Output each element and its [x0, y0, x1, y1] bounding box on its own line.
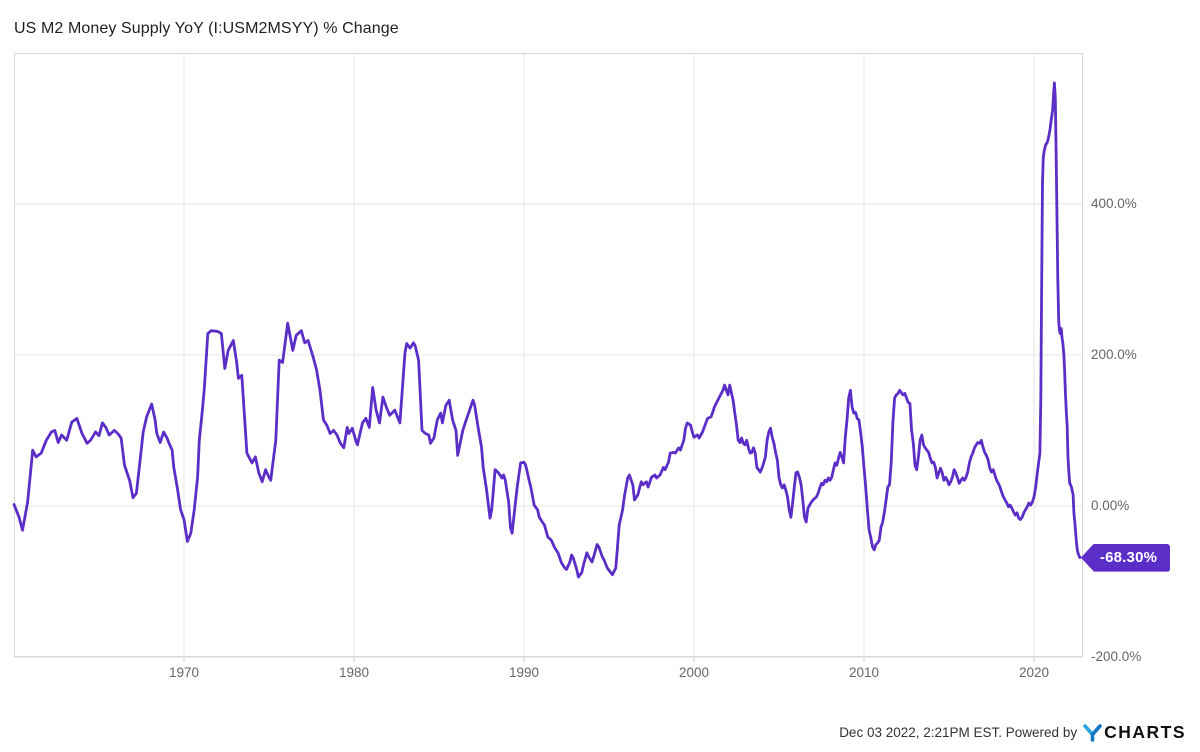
chart-canvas[interactable] — [12, 53, 1083, 668]
x-axis-tick-label: 1990 — [508, 665, 540, 680]
last-value-label: -68.30% — [1099, 549, 1158, 567]
ycharts-y-icon — [1083, 724, 1102, 742]
ycharts-logo: CHARTS — [1082, 722, 1186, 743]
m2-yoy-series-line[interactable] — [12, 81, 1082, 579]
footer-timestamp: Dec 03 2022, 2:21PM EST. — [839, 725, 1003, 740]
x-axis-tick-label: 1970 — [168, 665, 200, 680]
plot-area[interactable] — [12, 53, 1083, 668]
x-axis-tick-label: 2020 — [1018, 665, 1050, 680]
y-axis-tick-label: 200.0% — [1091, 346, 1137, 362]
y-axis-tick-label: 400.0% — [1091, 195, 1137, 211]
footer-powered-by: Powered by — [1002, 725, 1078, 740]
y-axis-tick-label: -200.0% — [1091, 649, 1142, 665]
x-axis-tick-label: 2010 — [848, 665, 880, 680]
chart-title: US M2 Money Supply YoY (I:USM2MSYY) % Ch… — [14, 20, 399, 37]
ycharts-logo-text: CHARTS — [1104, 722, 1186, 742]
plot-border — [14, 53, 1083, 657]
y-axis-tick-label: 0.00% — [1091, 498, 1130, 513]
x-axis-tick-label: 2000 — [678, 665, 710, 680]
footer: Dec 03 2022, 2:21PM EST. Powered by CHAR… — [839, 722, 1186, 743]
x-axis-tick-label: 1980 — [338, 665, 370, 680]
last-value-badge: -68.30% — [1080, 543, 1171, 572]
